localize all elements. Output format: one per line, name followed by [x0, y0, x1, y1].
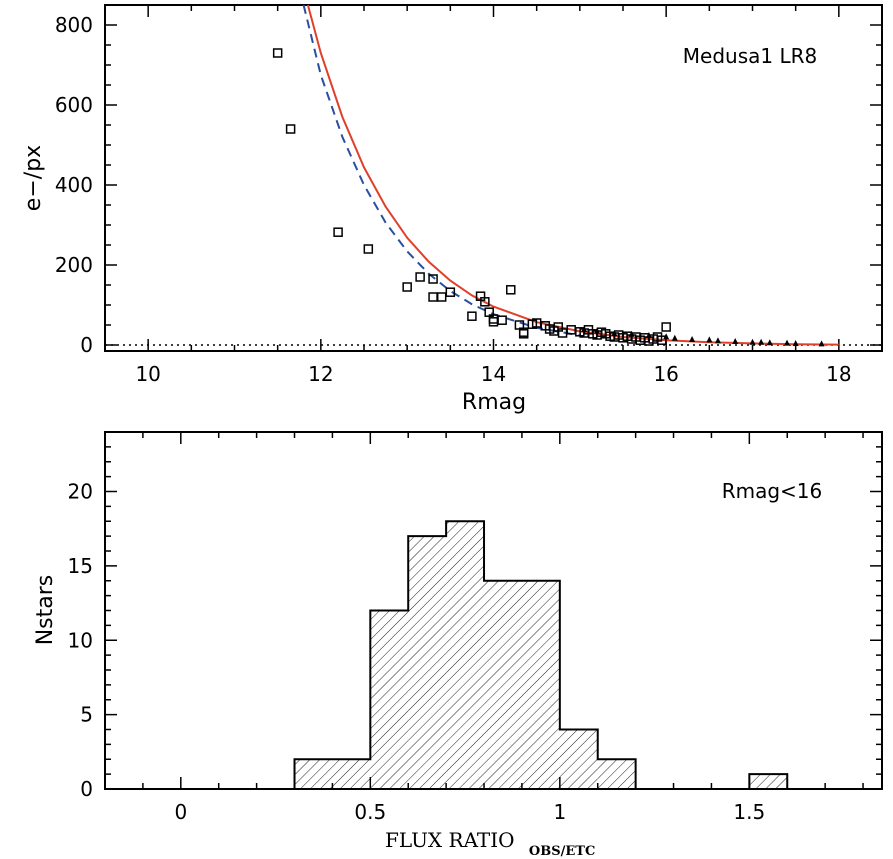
- square-data-point: [488, 317, 499, 327]
- triangle-data-point: [818, 340, 825, 347]
- scatter-panel: 10 12 14 16 18 0 200 400 600 800 Medusa1 LR8 Rmag…: [21, 4, 883, 415]
- histogram-x-axis-label: FLUX RATIO OBS/ETC: [385, 828, 595, 859]
- scatter-y-tick-label: 0: [80, 333, 93, 357]
- scatter-y-tick-label: 400: [55, 173, 93, 197]
- triangle-data-point: [766, 339, 773, 346]
- square-data-point: [445, 287, 456, 297]
- scatter-x-tick-label: 14: [481, 362, 506, 386]
- histogram-bar: [559, 729, 598, 789]
- histogram-bar: [597, 759, 636, 789]
- square-data-point: [657, 335, 667, 345]
- histogram-y-tick-label: 5: [80, 703, 93, 727]
- scatter-y-axis-label: e−/px: [21, 145, 46, 211]
- square-data-point: [428, 274, 438, 284]
- scatter-x-tick-label: 12: [308, 362, 333, 386]
- triangle-data-point: [706, 336, 713, 343]
- scatter-annotation: Medusa1 LR8: [683, 44, 817, 68]
- triangle-data-point: [628, 330, 635, 337]
- histogram-y-tick-label: 20: [68, 480, 93, 504]
- histogram-bar: [370, 610, 409, 789]
- square-data-point: [415, 272, 425, 282]
- triangle-data-point: [594, 327, 601, 334]
- triangle-data-point: [671, 334, 678, 341]
- triangle-data-point: [758, 338, 765, 345]
- histogram-x-label-main: FLUX RATIO: [385, 828, 515, 852]
- square-data-point: [506, 285, 516, 295]
- square-data-point: [518, 329, 529, 339]
- histogram-panel: 0 0.5 1 1.5 0 5 10 15 20 Rmag<16 FLUX RATIO OBS/…: [33, 431, 883, 859]
- square-data-point: [480, 297, 490, 307]
- histogram-x-tick-label: 0.5: [354, 800, 386, 824]
- data-points: [272, 48, 825, 347]
- dashed-model-curve: [302, 4, 580, 337]
- histogram-x-label-subscript: OBS/ETC: [529, 844, 595, 859]
- square-data-point: [428, 292, 438, 302]
- histogram-x-tick-label: 1.5: [733, 800, 765, 824]
- histogram-x-tick-label: 1: [553, 800, 566, 824]
- triangle-data-point: [732, 338, 739, 344]
- square-data-point: [402, 282, 412, 292]
- histogram-x-tick-label: 0: [174, 800, 187, 824]
- histogram-y-tick-label: 0: [80, 777, 93, 801]
- triangle-data-point: [689, 336, 696, 342]
- square-data-point: [285, 124, 296, 134]
- histogram-axes: 0 0.5 1 1.5 0 5 10 15 20: [68, 431, 882, 824]
- histogram-annotation: Rmag<16: [722, 479, 823, 503]
- scatter-x-axis-label: Rmag: [462, 390, 526, 415]
- triangle-data-point: [611, 330, 618, 336]
- histogram-bar: [749, 774, 788, 789]
- triangle-data-point: [663, 333, 670, 340]
- triangle-data-point: [792, 340, 799, 346]
- histogram-y-tick-label: 15: [68, 554, 93, 578]
- scatter-axes: 10 12 14 16 18 0 200 400 600 800: [55, 5, 882, 386]
- square-data-point: [363, 244, 374, 254]
- scatter-y-tick-label: 200: [55, 253, 93, 277]
- scatter-y-tick-label: 800: [55, 13, 93, 37]
- triangle-data-point: [784, 339, 791, 346]
- scatter-x-tick-label: 18: [826, 362, 851, 386]
- histogram-y-tick-label: 10: [68, 628, 93, 652]
- histogram-bar: [446, 521, 485, 789]
- square-data-point: [436, 292, 447, 302]
- histogram-bars: [293, 520, 789, 789]
- square-data-point: [272, 48, 283, 58]
- histogram-bar: [408, 536, 447, 789]
- triangle-data-point: [581, 326, 588, 332]
- histogram-bar: [484, 580, 560, 789]
- square-data-point: [333, 227, 343, 237]
- triangle-data-point: [749, 338, 756, 345]
- scatter-y-tick-label: 600: [55, 93, 93, 117]
- square-data-point: [661, 322, 671, 332]
- triangle-data-point: [714, 337, 721, 344]
- histogram-y-axis-label: Nstars: [33, 575, 58, 646]
- triangle-data-point: [645, 332, 652, 338]
- scatter-x-tick-label: 16: [653, 362, 678, 386]
- square-data-point: [497, 315, 507, 325]
- scatter-x-tick-label: 10: [135, 362, 160, 386]
- square-data-point: [467, 311, 477, 321]
